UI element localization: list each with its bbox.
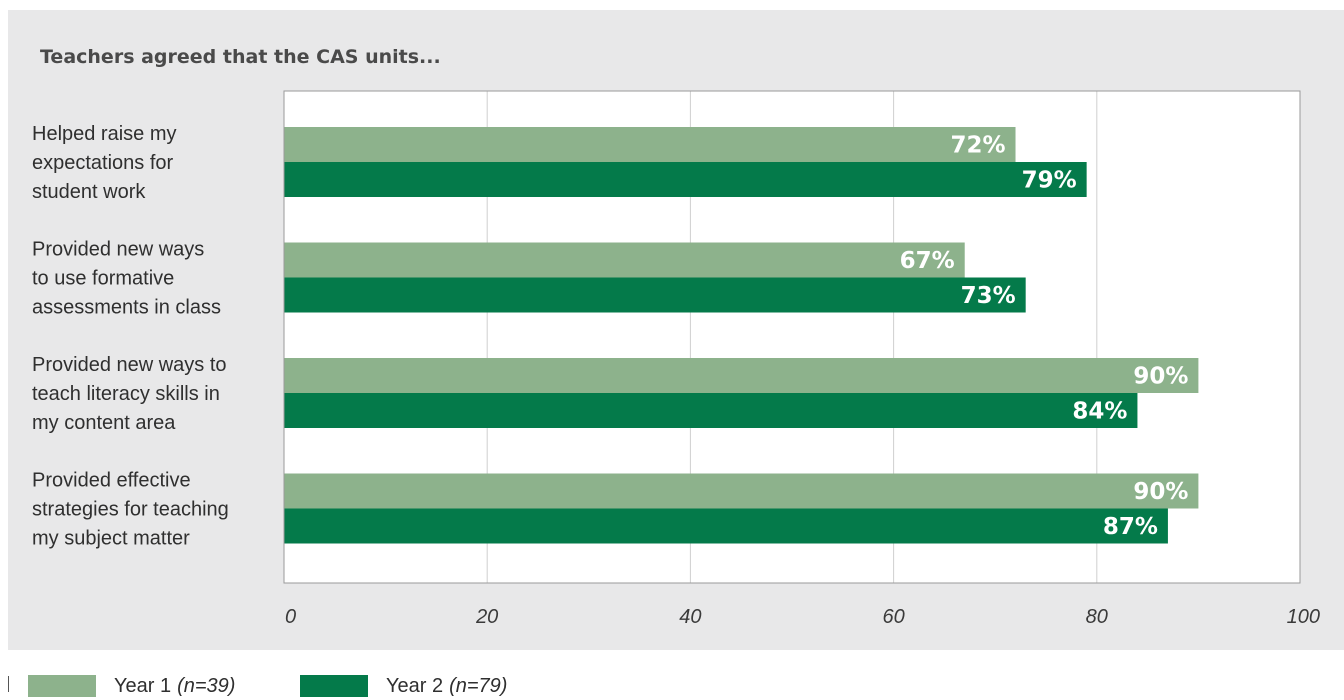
category-label-3-line-1: Provided new ways to (32, 354, 227, 376)
category-label-2-line-1: Provided new ways (32, 239, 204, 261)
x-tick-label-0: 0 (285, 606, 296, 628)
legend-label-year-2: Year 2 (n=79) (386, 674, 508, 697)
bar-1-1 (284, 127, 1016, 162)
legend-swatch-year-1 (28, 675, 96, 697)
legend-swatch-year-2 (300, 675, 368, 697)
data-label-1-2: 67% (900, 248, 955, 274)
data-label-1-1: 72% (950, 133, 1005, 159)
category-label-3-line-3: my content area (32, 412, 176, 434)
data-label-1-4: 90% (1133, 479, 1188, 505)
category-label-1-line-1: Helped raise my (32, 123, 177, 145)
category-label-1-line-3: student work (32, 181, 146, 203)
data-label-2-3: 84% (1072, 399, 1127, 425)
bar-1-4 (284, 473, 1199, 509)
legend-item-year-1: Year 1 (n=39) (28, 672, 235, 700)
x-tick-label-60: 60 (882, 606, 904, 628)
x-tick-label-20: 20 (475, 606, 498, 628)
x-tick-label-80: 80 (1086, 606, 1108, 628)
data-label-2-1: 79% (1022, 168, 1077, 194)
plot-frame (283, 90, 1301, 584)
legend: Year 1 (n=39) Year 2 (n=79) (0, 672, 1344, 700)
category-label-4-line-1: Provided effective (32, 470, 191, 492)
bar-1-3 (284, 358, 1199, 393)
category-label-3-line-2: teach literacy skills in (32, 383, 220, 405)
category-label-1-line-2: expectations for (32, 152, 174, 174)
category-label-4-line-3: my subject matter (32, 528, 190, 550)
legend-label-year-1: Year 1 (n=39) (114, 674, 236, 697)
data-label-1-3: 90% (1133, 364, 1188, 390)
legend-item-year-2: Year 2 (n=79) (300, 672, 507, 700)
chart-title: Teachers agreed that the CAS units... (40, 46, 441, 68)
data-label-2-4: 87% (1103, 514, 1158, 540)
legend-divider (8, 676, 9, 692)
bar-1-2 (284, 242, 965, 278)
data-label-2-2: 73% (961, 283, 1016, 309)
x-tick-label-100: 100 (1287, 606, 1320, 628)
category-label-2-line-2: to use formative (32, 268, 174, 290)
bar-2-2 (284, 277, 1026, 313)
x-tick-label-40: 40 (679, 606, 701, 628)
bar-2-1 (284, 162, 1087, 197)
category-label-4-line-2: strategies for teaching (32, 499, 229, 521)
category-label-2-line-3: assessments in class (32, 297, 221, 319)
bar-2-3 (284, 393, 1138, 428)
bar-2-4 (284, 508, 1168, 544)
